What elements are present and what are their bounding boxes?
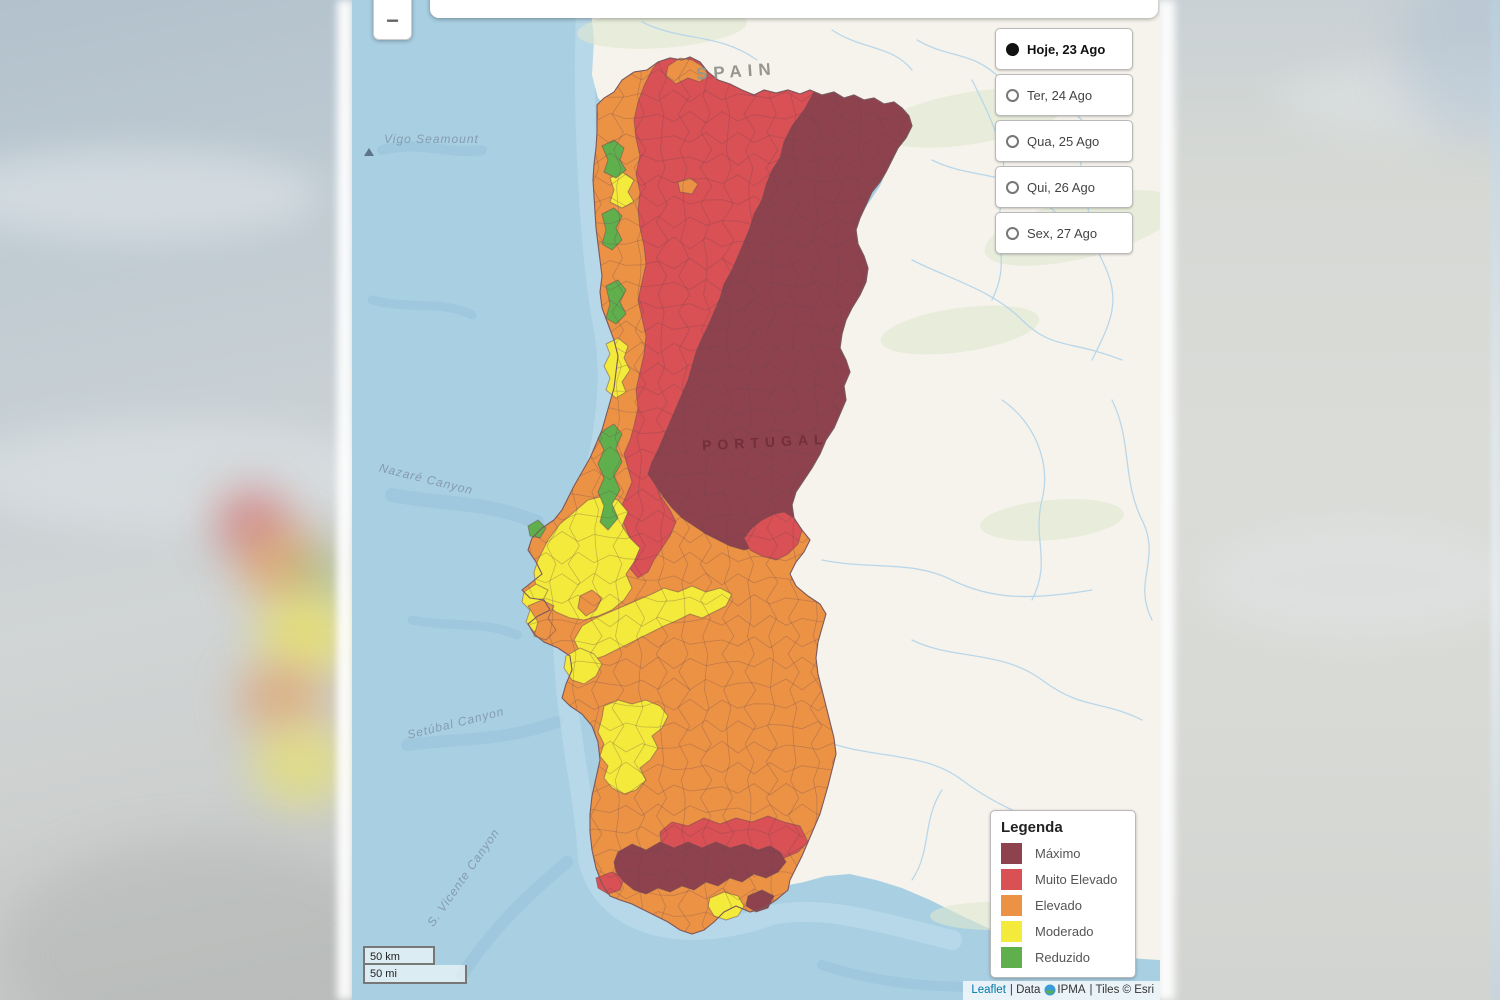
legend-swatch — [1001, 947, 1022, 968]
legend-swatch — [1001, 921, 1022, 942]
ipma-link[interactable]: IPMA — [1044, 984, 1086, 996]
radio-icon — [1006, 180, 1019, 194]
zoom-out-button[interactable]: − — [373, 0, 412, 40]
seamount-icon — [364, 148, 374, 156]
date-option-label: Qui, 26 Ago — [1027, 179, 1095, 195]
date-option-hoje[interactable]: Hoje, 23 Ago — [995, 28, 1133, 70]
minus-icon: − — [386, 8, 399, 33]
radio-icon — [1006, 226, 1019, 240]
date-option-ter[interactable]: Ter, 24 Ago — [995, 74, 1133, 116]
legend: Legenda Máximo Muito Elevado Elevado Mod… — [990, 810, 1136, 978]
radio-icon — [1006, 88, 1019, 102]
leaflet-link[interactable]: Leaflet — [971, 984, 1006, 996]
attribution: Leaflet | Data IPMA | Tiles © Esri — [963, 981, 1160, 1000]
attribution-tiles-label: | Tiles © Esri — [1089, 984, 1155, 996]
page-edge-highlight — [1491, 0, 1500, 1000]
scale-km: 50 km — [363, 946, 435, 965]
frame-strip-left — [337, 0, 353, 1000]
blurred-backdrop-left — [0, 0, 352, 1000]
legend-item-reduzido: Reduzido — [1001, 947, 1125, 968]
scale-mi: 50 mi — [363, 965, 467, 984]
risk-zones — [521, 56, 913, 921]
leaflet-map[interactable]: SPAIN PORTUGAL Vigo Seamount Nazaré Cany… — [352, 0, 1160, 1000]
legend-item-elevado: Elevado — [1001, 895, 1125, 916]
legend-title: Legenda — [1001, 819, 1063, 836]
legend-swatch — [1001, 869, 1022, 890]
legend-item-maximo: Máximo — [1001, 843, 1125, 864]
date-option-qui[interactable]: Qui, 26 Ago — [995, 166, 1133, 208]
top-bar[interactable] — [430, 0, 1158, 18]
legend-swatch — [1001, 843, 1022, 864]
scale-control: 50 km 50 mi — [363, 946, 467, 984]
date-option-label: Hoje, 23 Ago — [1027, 41, 1106, 57]
date-option-label: Qua, 25 Ago — [1027, 133, 1100, 149]
date-option-qua[interactable]: Qua, 25 Ago — [995, 120, 1133, 162]
legend-item-muito-elevado: Muito Elevado — [1001, 869, 1125, 890]
date-option-label: Sex, 27 Ago — [1027, 225, 1098, 241]
legend-swatch — [1001, 895, 1022, 916]
radio-icon — [1006, 42, 1019, 56]
forecast-day-selector: Hoje, 23 Ago Ter, 24 Ago Qua, 25 Ago Qui… — [995, 28, 1133, 258]
frame-strip-right — [1157, 0, 1175, 1000]
blurred-backdrop-right — [1158, 0, 1500, 1000]
attribution-data-label: | Data — [1009, 984, 1041, 996]
date-option-sex[interactable]: Sex, 27 Ago — [995, 212, 1133, 254]
date-option-label: Ter, 24 Ago — [1027, 87, 1093, 103]
ipma-globe-icon — [1044, 984, 1056, 996]
radio-icon — [1006, 134, 1019, 148]
legend-item-moderado: Moderado — [1001, 921, 1125, 942]
